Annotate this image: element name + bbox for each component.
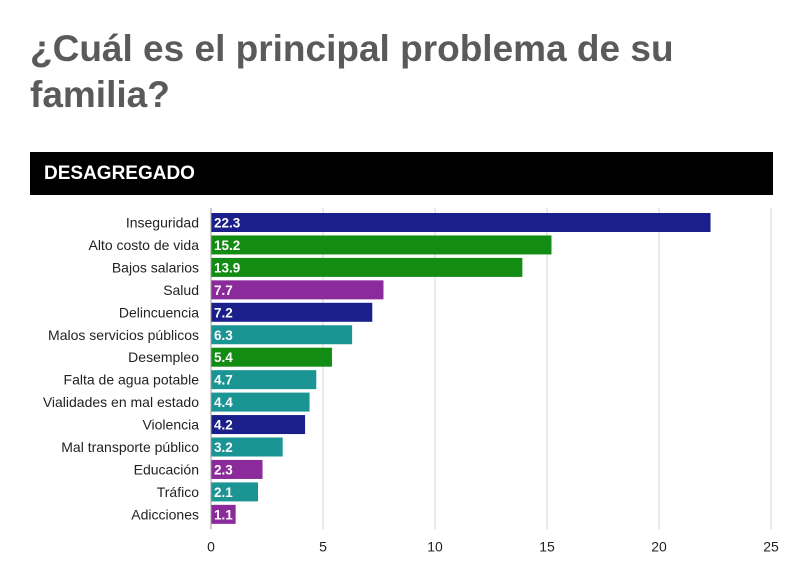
bar (211, 459, 263, 479)
x-tick-label: 5 (319, 538, 327, 554)
bar (211, 504, 236, 524)
category-label: Alto costo de vida (88, 237, 199, 253)
category-label: Inseguridad (126, 215, 199, 231)
data-label: 4.4 (214, 395, 233, 410)
data-label: 1.1 (214, 507, 233, 522)
x-tick-label: 25 (763, 538, 779, 554)
category-label: Bajos salarios (112, 259, 199, 275)
bar (211, 482, 259, 502)
category-label: Salud (163, 282, 199, 298)
category-label: Delincuencia (119, 304, 199, 320)
data-label: 7.7 (214, 283, 233, 298)
category-label: Desempleo (128, 349, 199, 365)
data-label: 13.9 (214, 260, 240, 275)
x-tick-label: 0 (207, 538, 215, 554)
bar (211, 325, 353, 345)
bar (211, 347, 332, 367)
data-label: 4.7 (214, 373, 233, 388)
category-label: Malos servicios públicos (48, 327, 199, 343)
category-label: Vialidades en mal estado (43, 394, 199, 410)
category-label: Mal transporte público (61, 439, 199, 455)
bar (211, 235, 552, 255)
bar (211, 415, 306, 435)
category-label: Violencia (142, 417, 199, 433)
data-label: 2.3 (214, 462, 233, 477)
category-label: Falta de agua potable (64, 372, 200, 388)
section-banner: DESAGREGADO (30, 152, 773, 195)
x-tick-label: 10 (427, 538, 443, 554)
data-label: 3.2 (214, 440, 233, 455)
bar (211, 280, 384, 300)
data-label: 5.4 (214, 350, 233, 365)
bar (211, 392, 310, 412)
data-label: 7.2 (214, 305, 233, 320)
data-label: 2.1 (214, 485, 233, 500)
bar (211, 437, 283, 457)
x-tick-label: 20 (651, 538, 667, 554)
bar (211, 213, 711, 232)
category-label: Adicciones (131, 506, 199, 522)
data-label: 6.3 (214, 328, 233, 343)
bar (211, 370, 317, 390)
data-label: 22.3 (214, 216, 241, 231)
x-tick-label: 15 (539, 538, 555, 554)
chart-title: ¿Cuál es el principal problema de su fam… (30, 28, 674, 115)
category-label: Tráfico (157, 484, 199, 500)
bar (211, 257, 523, 277)
category-label: Educación (134, 461, 199, 477)
data-label: 4.2 (214, 418, 233, 433)
data-label: 15.2 (214, 238, 240, 253)
bar (211, 302, 373, 322)
